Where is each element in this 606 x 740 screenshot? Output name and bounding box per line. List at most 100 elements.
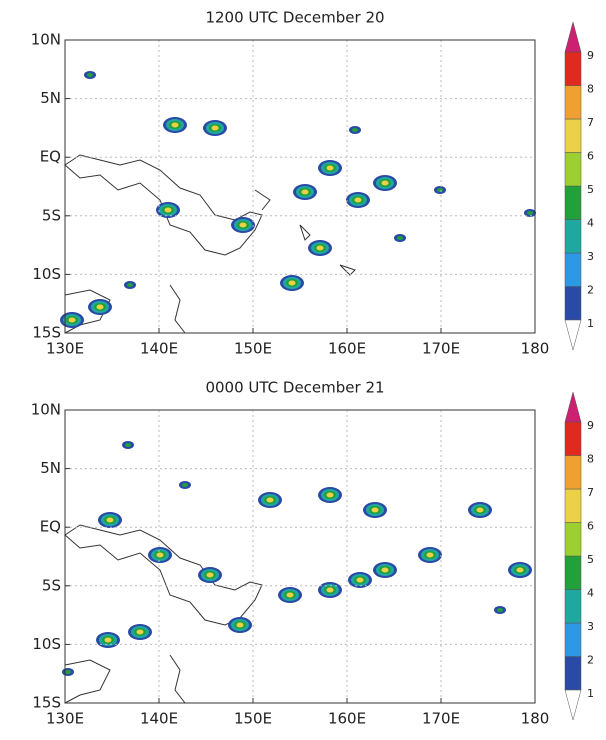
rain-cell xyxy=(418,547,442,563)
colorbar-label: 2 xyxy=(587,284,594,297)
panel-title: 0000 UTC December 21 xyxy=(205,379,384,397)
rain-cell xyxy=(163,117,187,133)
x-tick-label: 140E xyxy=(140,340,178,358)
colorbar-segment xyxy=(564,185,582,220)
colorbar-label: 1 xyxy=(587,687,594,700)
x-tick-label: 130E xyxy=(46,710,84,728)
y-tick-label: 10S xyxy=(32,265,61,283)
rain-cell xyxy=(124,281,136,289)
rain-cell xyxy=(198,567,222,583)
y-tick-label: 5N xyxy=(40,459,61,477)
x-tick-label: 140E xyxy=(140,710,178,728)
rain-cell xyxy=(373,562,397,578)
panel-2-map xyxy=(62,441,532,704)
x-tick-label: 170E xyxy=(422,710,460,728)
rain-cell xyxy=(231,217,255,233)
rain-cell xyxy=(62,668,74,676)
colorbar-label: 9 xyxy=(587,49,594,62)
y-tick-label: 5S xyxy=(42,576,61,594)
x-tick-label: 170E xyxy=(422,340,460,358)
coastline xyxy=(64,524,263,626)
colorbar-label: 7 xyxy=(587,116,594,129)
x-tick-label: 150E xyxy=(234,710,272,728)
coastline xyxy=(64,154,263,256)
y-tick-label: 15S xyxy=(32,324,61,342)
colorbar-top-arrow xyxy=(564,21,582,53)
colorbar-segment xyxy=(564,118,582,153)
y-tick-label: 10S xyxy=(32,635,61,653)
rain-cell xyxy=(494,606,506,614)
y-tick-label: EQ xyxy=(40,518,61,536)
rain-cell xyxy=(349,126,361,134)
rain-cell xyxy=(96,632,120,648)
colorbar-segment xyxy=(564,455,582,490)
y-tick-label: 15S xyxy=(32,694,61,712)
x-tick-label: 180 xyxy=(521,710,550,728)
rain-cell xyxy=(280,275,304,291)
panel-title: 1200 UTC December 20 xyxy=(205,9,384,27)
rain-cell xyxy=(318,487,342,503)
colorbar-segment xyxy=(564,656,582,691)
rain-cell xyxy=(258,492,282,508)
colorbar-segment xyxy=(564,152,582,187)
plot-frame xyxy=(64,39,536,334)
rain-cell xyxy=(88,299,112,315)
x-tick-label: 160E xyxy=(328,710,366,728)
plot-frame xyxy=(64,409,536,704)
rain-cell xyxy=(434,186,446,194)
colorbar-label: 6 xyxy=(587,150,594,163)
colorbar-label: 3 xyxy=(587,620,594,633)
colorbar-segment xyxy=(564,51,582,86)
panel-1-map xyxy=(60,71,536,334)
colorbar-top-arrow xyxy=(564,391,582,423)
rain-cell xyxy=(128,624,152,640)
coastline xyxy=(254,189,356,276)
x-tick-label: 180 xyxy=(521,340,550,358)
y-tick-label: 10N xyxy=(31,401,61,419)
rain-cell xyxy=(60,312,84,328)
rain-cell xyxy=(508,562,532,578)
colorbar-label: 2 xyxy=(587,654,594,667)
rain-cell xyxy=(84,71,96,79)
rain-cell xyxy=(318,582,342,598)
y-tick-label: 5N xyxy=(40,89,61,107)
colorbar-bottom-arrow xyxy=(564,319,582,351)
x-tick-label: 130E xyxy=(46,340,84,358)
colorbar-segment xyxy=(564,522,582,557)
y-tick-label: EQ xyxy=(40,148,61,166)
rain-cell xyxy=(346,192,370,208)
rain-cell xyxy=(308,240,332,256)
colorbar-label: 5 xyxy=(587,183,594,196)
colorbar-segment xyxy=(564,219,582,254)
rain-cell xyxy=(98,512,122,528)
x-tick-label: 160E xyxy=(328,340,366,358)
colorbar-label: 4 xyxy=(587,587,594,600)
colorbar-segment xyxy=(564,421,582,456)
colorbar-segment xyxy=(564,622,582,657)
rain-cell xyxy=(394,234,406,242)
y-tick-label: 5S xyxy=(42,206,61,224)
coastline xyxy=(169,654,186,704)
colorbar-segment xyxy=(564,252,582,287)
rain-cell xyxy=(363,502,387,518)
colorbar-label: 6 xyxy=(587,520,594,533)
rain-cell xyxy=(148,547,172,563)
colorbar-label: 9 xyxy=(587,419,594,432)
rain-cell xyxy=(373,175,397,191)
rain-cell xyxy=(293,184,317,200)
x-tick-label: 150E xyxy=(234,340,272,358)
colorbar-segment xyxy=(564,85,582,120)
colorbar-segment xyxy=(564,589,582,624)
coastline xyxy=(64,659,111,704)
colorbar-segment xyxy=(564,555,582,590)
colorbar-label: 3 xyxy=(587,250,594,263)
colorbar-bottom-arrow xyxy=(564,689,582,721)
rain-cell xyxy=(318,160,342,176)
colorbar-label: 7 xyxy=(587,486,594,499)
rain-cell xyxy=(122,441,134,449)
colorbar-label: 8 xyxy=(587,83,594,96)
colorbar-label: 8 xyxy=(587,453,594,466)
coastline xyxy=(169,284,186,334)
colorbar-label: 4 xyxy=(587,217,594,230)
